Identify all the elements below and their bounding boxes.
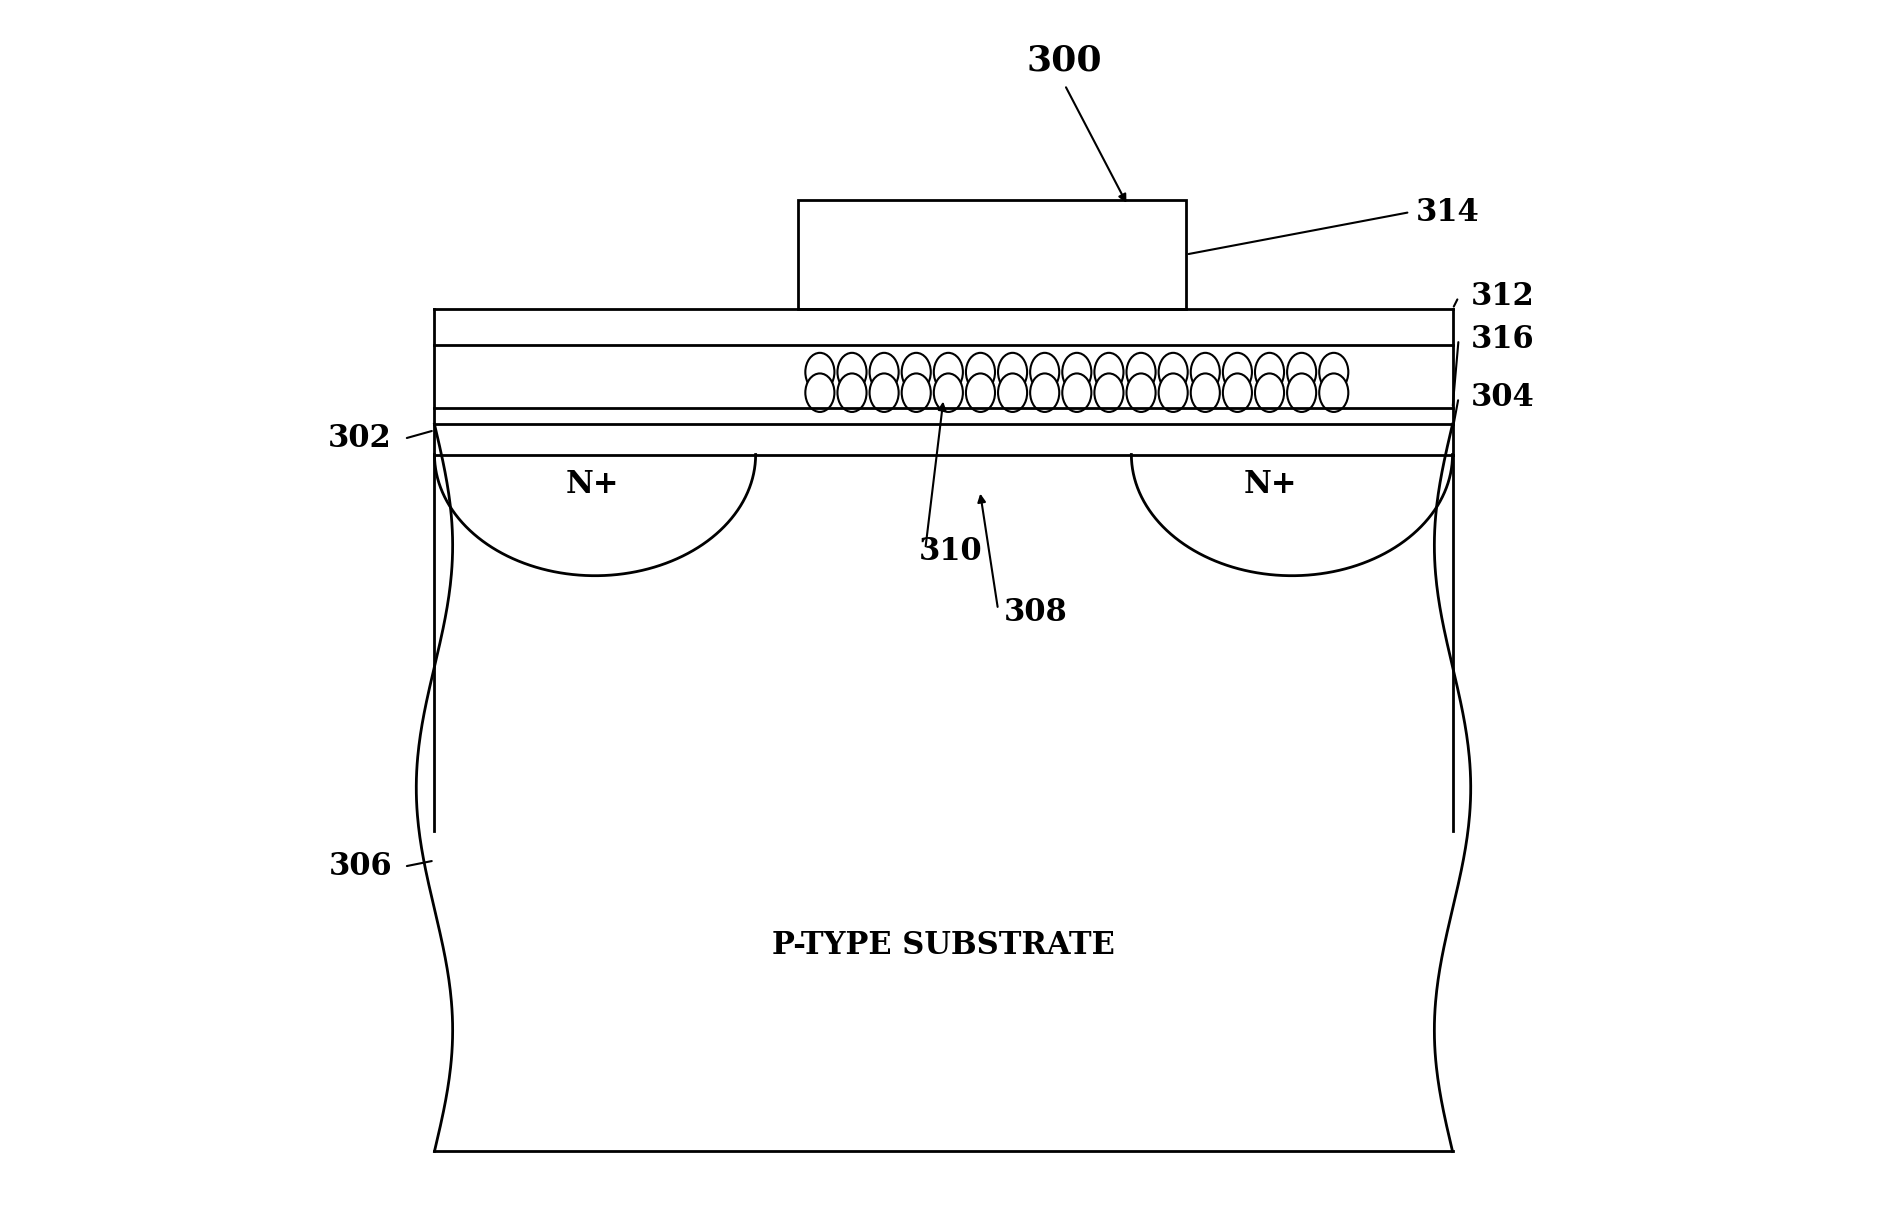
Text: 312: 312 — [1470, 281, 1534, 313]
Ellipse shape — [1287, 353, 1317, 391]
Ellipse shape — [1191, 373, 1219, 412]
Ellipse shape — [1287, 373, 1317, 412]
Ellipse shape — [870, 373, 898, 412]
Ellipse shape — [1062, 353, 1091, 391]
Text: 304: 304 — [1470, 382, 1534, 413]
Ellipse shape — [806, 373, 834, 412]
Ellipse shape — [1255, 373, 1283, 412]
Ellipse shape — [1030, 353, 1059, 391]
Text: 302: 302 — [328, 423, 392, 454]
Ellipse shape — [1191, 353, 1219, 391]
Ellipse shape — [870, 353, 898, 391]
Ellipse shape — [1319, 353, 1349, 391]
Text: 306: 306 — [328, 851, 392, 882]
Ellipse shape — [1319, 373, 1349, 412]
Ellipse shape — [998, 353, 1027, 391]
Text: N+: N+ — [1244, 469, 1298, 501]
Ellipse shape — [902, 373, 930, 412]
Ellipse shape — [1094, 353, 1123, 391]
Ellipse shape — [806, 353, 834, 391]
Ellipse shape — [934, 353, 962, 391]
Text: 310: 310 — [919, 536, 983, 567]
Text: 316: 316 — [1470, 324, 1534, 355]
Ellipse shape — [1255, 353, 1283, 391]
Ellipse shape — [1094, 373, 1123, 412]
Ellipse shape — [934, 373, 962, 412]
Ellipse shape — [838, 353, 866, 391]
Ellipse shape — [998, 373, 1027, 412]
Ellipse shape — [1223, 373, 1251, 412]
Text: 300: 300 — [1027, 44, 1102, 78]
Ellipse shape — [1127, 353, 1155, 391]
Ellipse shape — [1223, 353, 1251, 391]
Text: P-TYPE SUBSTRATE: P-TYPE SUBSTRATE — [772, 930, 1115, 961]
Ellipse shape — [1127, 373, 1155, 412]
Text: 308: 308 — [1004, 596, 1068, 628]
Text: 314: 314 — [1415, 196, 1479, 228]
Bar — [798, 200, 1185, 309]
Ellipse shape — [902, 353, 930, 391]
Text: N+: N+ — [566, 469, 619, 501]
Ellipse shape — [1159, 353, 1187, 391]
Ellipse shape — [1062, 373, 1091, 412]
Ellipse shape — [838, 373, 866, 412]
Ellipse shape — [966, 353, 994, 391]
Ellipse shape — [966, 373, 994, 412]
Ellipse shape — [1030, 373, 1059, 412]
Ellipse shape — [1159, 373, 1187, 412]
